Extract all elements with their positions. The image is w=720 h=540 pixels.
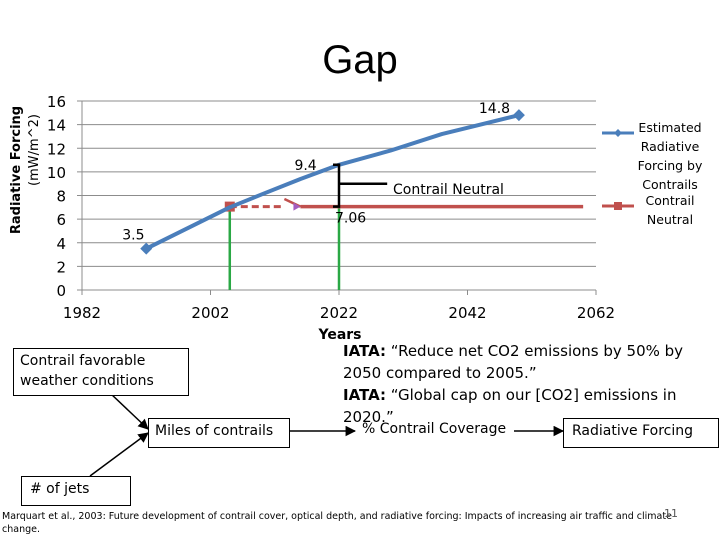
radiative-forcing-box: Radiative Forcing [563, 418, 719, 448]
citation: Marquart et al., 2003: Future developmen… [2, 511, 672, 535]
data-label: 3.5 [122, 228, 144, 244]
x-tick-label: 2002 [191, 304, 229, 322]
y-tick-label: 2 [56, 258, 66, 276]
arrow-favorable-to-miles [109, 392, 149, 430]
x-tick-label: 1982 [63, 304, 101, 322]
guide-lines [228, 206, 341, 290]
estimated-forcing-marker [512, 109, 525, 122]
page-number: 11 [664, 507, 678, 520]
contrail-neutral-annotation: Contrail Neutral [393, 182, 504, 198]
estimated-forcing-marker [140, 242, 153, 255]
legend-item-estimated: Estimated Radiative Forcing by Contrails [602, 120, 703, 192]
iata-label-2: IATA: [343, 386, 386, 404]
legend-marker [614, 202, 622, 210]
y-tick-label: 4 [56, 235, 66, 253]
number-of-jets-box: # of jets [21, 476, 131, 506]
y-axis-title-line1: Radiative Forcing [9, 106, 24, 234]
data-label: 7.06 [335, 211, 366, 227]
iata-quote-2: IATA: “Global cap on our [CO2] emissions… [343, 384, 718, 428]
estimated-forcing-line [145, 113, 520, 251]
y-tick-label: 14 [47, 117, 66, 135]
number-of-jets-text: # of jets [30, 481, 90, 497]
y-tick-label: 8 [56, 188, 66, 206]
legend-label: Estimated Radiative Forcing by Contrails [638, 120, 703, 192]
iata-quotes: IATA: “Reduce net CO2 emissions by 50% b… [343, 340, 718, 428]
legend-item-neutral: Contrail Neutral [602, 193, 694, 227]
tick-labels: 0 2 4 6 8 10 12 14 16 1982 2002 2022 2042 2062 [47, 93, 615, 322]
iata-text-2: “Global cap on our [CO2] emissions in 20… [343, 386, 677, 426]
iata-quote-1: IATA: “Reduce net CO2 emissions by 50% b… [343, 340, 718, 384]
y-tick-label: 10 [47, 164, 66, 182]
data-label: 9.4 [294, 158, 316, 174]
radiative-forcing-chart: Radiative Forcing (mW/m^2) Years 0 2 4 6 8 10… [9, 93, 703, 340]
radiative-forcing-text: Radiative Forcing [572, 423, 693, 439]
y-tick-label: 0 [56, 282, 66, 300]
iata-label-1: IATA: [343, 342, 386, 360]
y-axis-title-line2: (mW/m^2) [27, 114, 42, 186]
contrail-neutral-arrowhead [293, 202, 301, 211]
x-tick-label: 2062 [577, 304, 615, 322]
y-tick-label: 12 [47, 140, 66, 158]
arrow-jets-to-miles [89, 432, 149, 477]
y-tick-label: 16 [47, 93, 66, 111]
legend: Estimated Radiative Forcing by ContrailsCon… [602, 120, 703, 227]
gap-bracket [333, 163, 341, 208]
iata-text-1: “Reduce net CO2 emissions by 50% by 2050… [343, 342, 684, 382]
legend-marker [614, 129, 622, 137]
x-tick-label: 2022 [320, 304, 358, 322]
series-group [140, 109, 584, 255]
y-tick-label: 6 [56, 211, 66, 229]
data-label: 14.8 [479, 101, 510, 117]
legend-label: Contrail Neutral [646, 193, 695, 227]
miles-of-contrails-box: Miles of contrails [148, 418, 290, 448]
x-tick-label: 2042 [448, 304, 486, 322]
favorable-weather-box: Contrail favorable weather conditions [13, 348, 189, 396]
data-labels: 3.5 9.4 14.8 7.06 [122, 101, 510, 243]
x-axis-title: Years [317, 327, 361, 340]
favorable-weather-text: Contrail favorable weather conditions [20, 353, 154, 389]
page-title: Gap [322, 38, 398, 82]
contrail-coverage-text: % Contrail Coverage [362, 421, 507, 437]
miles-of-contrails-text: Miles of contrails [155, 423, 274, 439]
